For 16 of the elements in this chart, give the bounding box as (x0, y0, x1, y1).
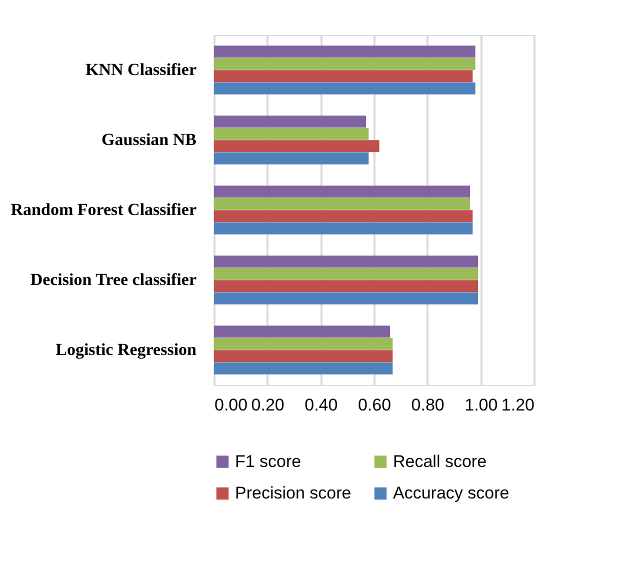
legend-label: Precision score (235, 484, 352, 502)
y-tick-label: Decision Tree classifier (30, 270, 197, 289)
y-tick-label: KNN Classifier (86, 60, 197, 79)
y-tick-label: Logistic Regression (56, 340, 198, 359)
y-tick-label: Gaussian NB (102, 130, 196, 149)
x-tick-label: 0.00 (214, 396, 248, 414)
legend-label: F1 score (235, 452, 302, 471)
legend-label: Recall score (393, 452, 487, 471)
x-tick-label: 0.40 (304, 396, 338, 414)
x-tick-label: 1.00 (464, 396, 498, 414)
x-tick-label: 0.20 (251, 396, 284, 414)
y-tick-label: Random Forest Classifier (10, 200, 197, 219)
x-tick-label: 0.80 (411, 396, 444, 414)
legend-label: Accuracy score (393, 484, 510, 502)
x-tick-label: 0.60 (358, 396, 392, 414)
x-tick-label: 1.20 (501, 396, 534, 414)
